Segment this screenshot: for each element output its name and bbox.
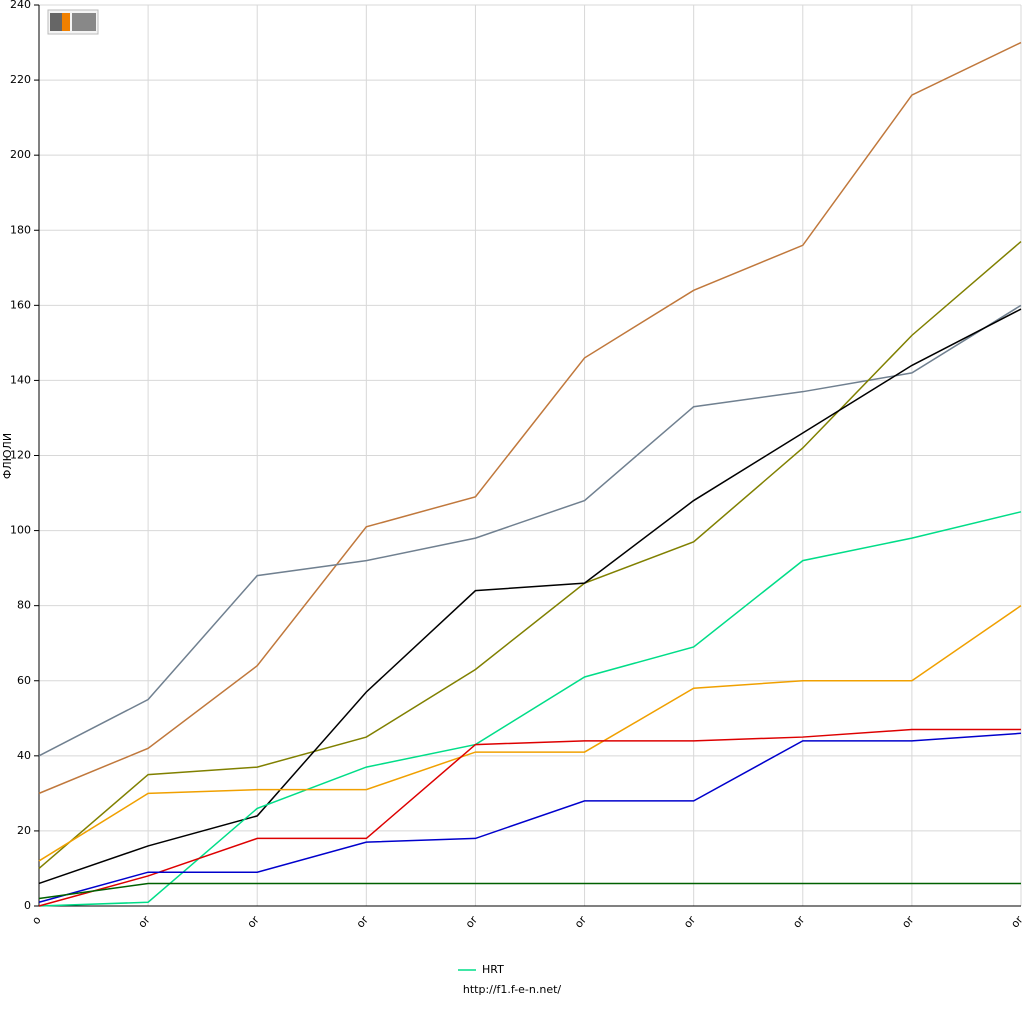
- y-tick-label: 120: [10, 449, 31, 462]
- x-tick-label: or: [245, 913, 262, 930]
- x-tick-label: or: [136, 913, 153, 930]
- y-tick-label: 200: [10, 148, 31, 161]
- y-tick-label: 40: [17, 749, 31, 762]
- x-tick-label: o: [29, 913, 43, 927]
- series-line: [38, 511, 1022, 907]
- series-line: [38, 605, 1022, 862]
- x-tick-label: or: [354, 913, 371, 930]
- y-axis-label: ФЛЮЛИ: [1, 433, 14, 479]
- series-line: [38, 882, 1021, 900]
- series-line: [38, 41, 1022, 795]
- series-line: [38, 732, 1022, 903]
- legend-label: HRT: [482, 963, 504, 976]
- x-tick-label: or: [1008, 913, 1024, 930]
- y-tick-label: 60: [17, 674, 31, 687]
- y-tick-label: 140: [10, 373, 31, 386]
- y-tick-label: 20: [17, 824, 31, 837]
- y-tick-label: 80: [17, 599, 31, 612]
- series-line: [38, 308, 1022, 885]
- series-line: [38, 728, 1021, 907]
- y-tick-label: 100: [10, 524, 31, 537]
- footer: http://f1.f-e-n.net/: [463, 983, 562, 996]
- y-tick-label: 240: [10, 0, 31, 11]
- x-tick-label: or: [463, 913, 480, 930]
- x-tick-label: or: [790, 913, 807, 930]
- y-tick-label: 0: [24, 899, 31, 912]
- logo: [47, 9, 99, 35]
- x-tick-label: or: [899, 913, 916, 930]
- x-tick-label: or: [681, 913, 698, 930]
- y-tick-label: 160: [10, 298, 31, 311]
- y-tick-label: 220: [10, 73, 31, 86]
- x-tick-label: or: [572, 913, 589, 930]
- y-tick-label: 180: [10, 223, 31, 236]
- series-line: [38, 240, 1022, 870]
- series-line: [38, 304, 1022, 757]
